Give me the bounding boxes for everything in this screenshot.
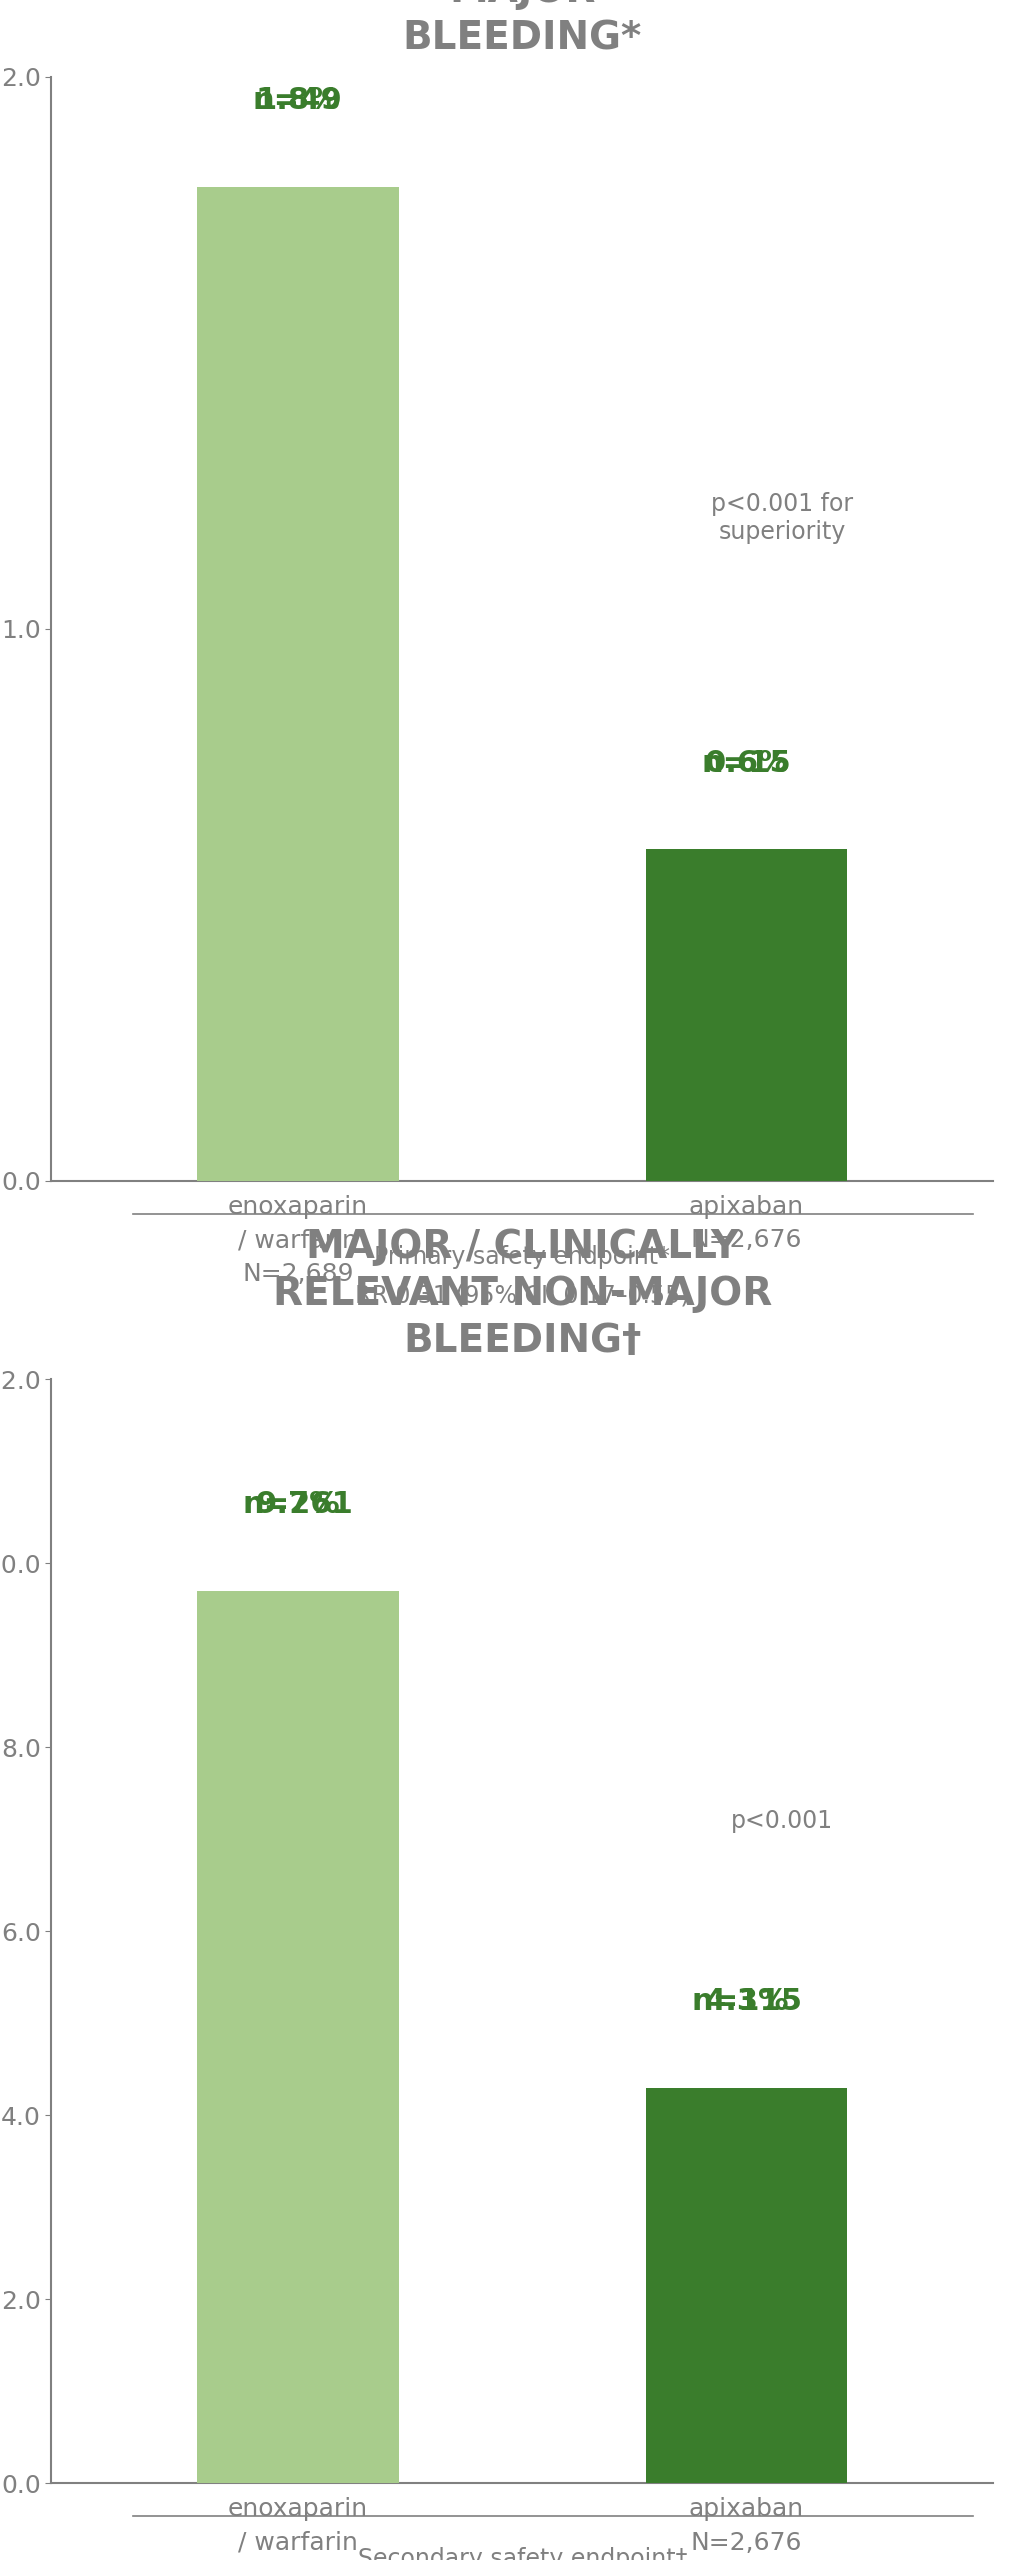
Text: n=15: n=15 — [701, 714, 792, 778]
Text: 9.7%: 9.7% — [256, 1490, 340, 1518]
Text: 4.3%: 4.3% — [705, 1987, 788, 2015]
Text: n=261: n=261 — [243, 1457, 353, 1518]
Text: n=49: n=49 — [253, 54, 343, 115]
Bar — [645, 850, 848, 1180]
Text: p<0.001: p<0.001 — [731, 1810, 834, 1833]
Title: MAJOR
BLEEDING*: MAJOR BLEEDING* — [402, 0, 642, 56]
Text: p<0.001 for
superiority: p<0.001 for superiority — [712, 492, 853, 545]
Text: Primary safety endpoint*
RR 0.31 (95% CI: 0.17–0.55): Primary safety endpoint* RR 0.31 (95% CI… — [355, 1244, 689, 1308]
Title: MAJOR / CLINICALLY
RELEVANT NON-MAJOR
BLEEDING†: MAJOR / CLINICALLY RELEVANT NON-MAJOR BL… — [272, 1229, 772, 1359]
Bar — [197, 187, 399, 1180]
Text: n=115: n=115 — [691, 1953, 802, 2015]
Text: 1.8%: 1.8% — [256, 87, 340, 115]
Bar — [645, 2086, 848, 2483]
Text: 0.6%: 0.6% — [705, 748, 788, 778]
Bar — [197, 1590, 399, 2483]
Text: Secondary safety endpoint†
RR 0.44 (95% CI: 0.36–0.55): Secondary safety endpoint† RR 0.44 (95% … — [355, 2547, 689, 2560]
